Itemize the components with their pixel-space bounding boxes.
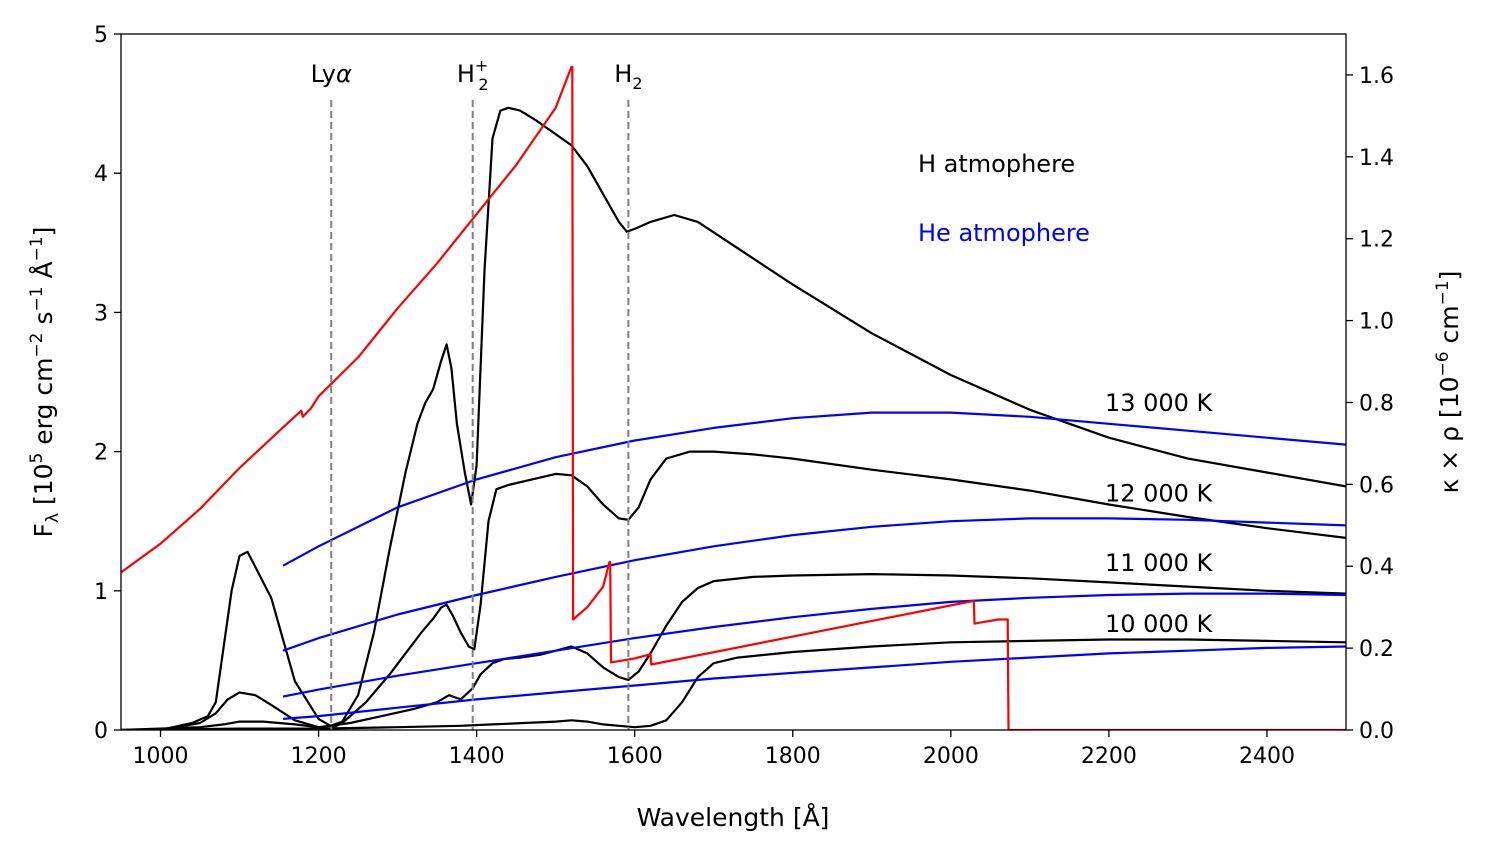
x-tick-label: 1000: [133, 744, 189, 769]
x-axis-title: Wavelength [Å]: [637, 803, 830, 832]
legend-he-atmosphere: He atmophere: [918, 219, 1090, 247]
series-line-he-10000-k: [282, 645, 1346, 720]
y2-tick-label: 0.0: [1359, 719, 1394, 744]
series-layer: [121, 65, 1346, 730]
temperature-label: 12 000 K: [1105, 479, 1214, 507]
y-tick-label: 5: [94, 23, 108, 48]
y2-tick-label: 1.6: [1359, 64, 1394, 89]
x-tick-label: 1800: [765, 744, 821, 769]
reference-lines: Lyα H+ 2 H2: [311, 56, 643, 730]
y2-axis-title: κ × ρ [10−6 cm−1]: [1433, 271, 1464, 494]
y2-tick-label: 1.4: [1359, 146, 1394, 171]
y2-tick-label: 0.8: [1359, 391, 1394, 416]
series-line-h-13000-k: [121, 106, 1346, 730]
y-tick-label: 2: [94, 441, 108, 466]
x-tick-label: 1600: [607, 744, 663, 769]
x-tick-label: 2200: [1081, 744, 1137, 769]
temperature-label: 11 000 K: [1105, 549, 1214, 577]
x-tick-label: 2400: [1239, 744, 1295, 769]
y2-tick-label: 0.2: [1359, 637, 1394, 662]
plot-frame: [120, 33, 1347, 731]
temperature-label: 13 000 K: [1105, 389, 1214, 417]
vline-label-2: H2: [614, 60, 642, 93]
x-tick-label: 1400: [449, 744, 505, 769]
y-tick-label: 3: [94, 301, 108, 326]
vline-label-0: Lyα: [311, 60, 352, 88]
legend-h-atmosphere: H atmophere: [918, 150, 1075, 178]
vline-label-1: H+ 2: [457, 56, 489, 94]
y2-tick-label: 0.6: [1359, 473, 1394, 498]
y-axis-title: Fλ [105 erg cm−2 s−1 Å−1]: [27, 227, 63, 538]
series-line-he-13000-k: [282, 411, 1346, 567]
series-line-opacity: [121, 65, 1346, 730]
series-line-h-10000-k: [121, 638, 1346, 730]
y-tick-label: 1: [94, 580, 108, 605]
y-tick-label: 4: [94, 162, 108, 187]
y2-tick-label: 0.4: [1359, 555, 1394, 580]
y2-tick-label: 1.0: [1359, 310, 1394, 335]
y2-tick-label: 1.2: [1359, 228, 1394, 253]
x-tick-label: 1200: [291, 744, 347, 769]
series-line-he-12000-k: [282, 517, 1346, 652]
y-tick-label: 0: [94, 719, 108, 744]
series-line-he-11000-k: [282, 592, 1346, 698]
axes-layer: 1000 1200 1400 1600 1800 2000 2200 2400 0 1 2 3 4 5 0.…: [94, 23, 1394, 769]
x-tick-label: 2000: [923, 744, 979, 769]
temperature-label: 10 000 K: [1105, 610, 1214, 638]
